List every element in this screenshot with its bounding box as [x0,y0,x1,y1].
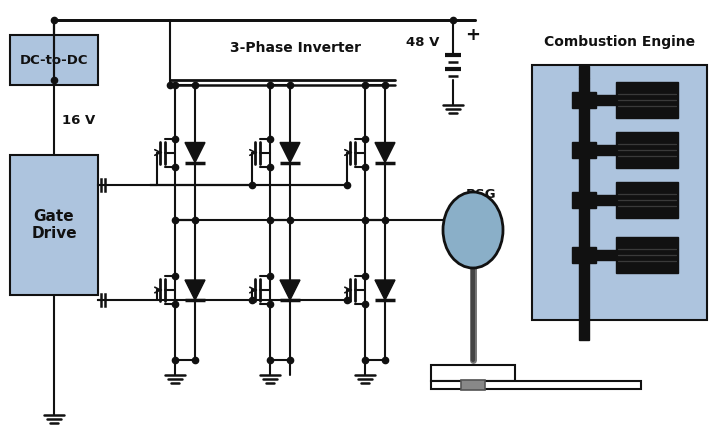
Bar [10,35,98,85]
Polygon shape [280,280,300,300]
Text: BSG: BSG [466,188,496,201]
Polygon shape [280,142,300,162]
Bar [431,365,515,381]
Bar [572,247,596,263]
Polygon shape [185,280,205,300]
Bar [594,145,616,155]
Bar [594,250,616,260]
Text: 48 V: 48 V [406,35,439,49]
Text: Combustion Engine: Combustion Engine [544,35,695,49]
Text: +: + [465,26,480,44]
Bar [579,78,589,315]
Bar [431,381,641,389]
Bar [572,192,596,208]
Text: 16 V: 16 V [62,113,95,127]
Bar [579,66,589,78]
Bar [579,315,589,340]
Text: 3-Phase Inverter: 3-Phase Inverter [229,41,360,55]
Ellipse shape [443,192,503,268]
Bar [616,82,678,118]
Polygon shape [375,142,395,162]
Bar [10,155,98,295]
Text: Gate
Drive: Gate Drive [31,209,77,241]
Bar [594,195,616,205]
Text: DC-to-DC: DC-to-DC [19,53,88,67]
Bar [572,92,596,108]
Polygon shape [185,142,205,162]
Bar [532,65,707,320]
Bar [461,380,485,390]
Bar [594,95,616,105]
Polygon shape [375,280,395,300]
Bar [616,237,678,273]
Bar [572,142,596,158]
Bar [616,182,678,218]
Bar [616,132,678,168]
